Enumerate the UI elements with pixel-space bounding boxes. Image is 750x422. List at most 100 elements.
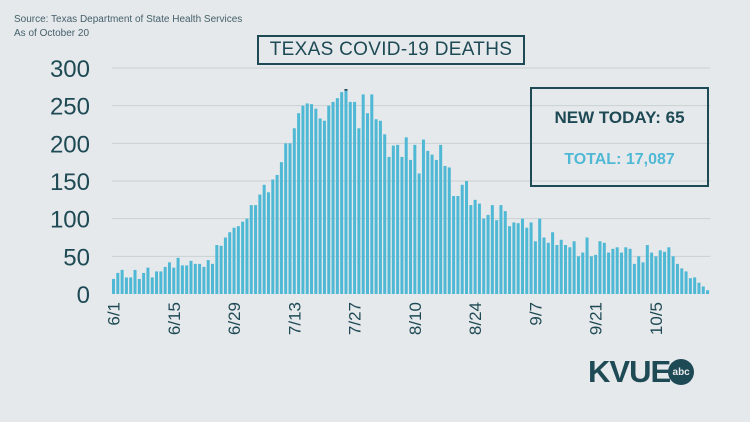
- y-tick-label: 250: [50, 94, 90, 121]
- source-note: Source: Texas Department of State Health…: [14, 14, 243, 25]
- bar: [120, 269, 124, 294]
- y-tick-label: 150: [50, 169, 90, 196]
- bar: [598, 241, 602, 294]
- bar: [417, 173, 421, 294]
- bar: [460, 184, 464, 294]
- bar: [585, 237, 589, 294]
- bar: [499, 205, 503, 294]
- bar: [344, 89, 348, 295]
- bar: [193, 263, 197, 294]
- bar: [301, 105, 305, 295]
- bar: [340, 92, 344, 295]
- bar: [632, 263, 636, 294]
- bar: [421, 139, 425, 294]
- y-axis: 0 50 100 150 200 250 300: [50, 56, 90, 309]
- bar: [167, 262, 171, 294]
- bar: [667, 247, 671, 294]
- bar: [465, 181, 469, 294]
- bar: [637, 256, 641, 294]
- bar: [503, 211, 507, 294]
- bar: [297, 113, 301, 294]
- bar: [331, 101, 335, 295]
- x-tick-label: 6/1: [105, 302, 124, 326]
- bar: [378, 120, 382, 294]
- total-stat: TOTAL: 17,087: [564, 151, 675, 168]
- x-tick-label: 9/7: [526, 302, 545, 326]
- bar: [619, 252, 623, 294]
- bar: [396, 144, 400, 294]
- bar: [288, 143, 292, 294]
- abc-badge: abc: [668, 359, 695, 385]
- bar: [215, 245, 219, 294]
- bar: [529, 222, 533, 294]
- logo-text: KVUE: [588, 354, 671, 389]
- bar: [520, 218, 524, 294]
- bar: [533, 241, 537, 294]
- bar: [387, 156, 391, 294]
- y-tick-label: 200: [50, 131, 90, 158]
- x-tick-label: 8/10: [406, 302, 425, 335]
- bar: [258, 194, 262, 294]
- bar: [383, 134, 387, 294]
- bar: [594, 254, 598, 294]
- bar: [413, 144, 417, 294]
- bar: [391, 145, 395, 294]
- bar: [223, 237, 227, 294]
- bar: [262, 184, 266, 294]
- bar: [404, 137, 408, 294]
- bar: [176, 257, 180, 294]
- bar: [370, 94, 374, 294]
- bar: [693, 277, 697, 294]
- bar: [202, 266, 206, 294]
- bar: [271, 179, 275, 294]
- bar: [658, 250, 662, 294]
- bar: [236, 226, 240, 294]
- bar: [701, 286, 705, 294]
- bar: [542, 237, 546, 294]
- x-tick-label: 7/27: [346, 302, 365, 335]
- bar: [314, 108, 318, 295]
- bar: [116, 272, 120, 294]
- bar: [434, 159, 438, 294]
- bar: [142, 272, 146, 294]
- bars: [112, 89, 710, 295]
- bar: [671, 256, 675, 294]
- bar: [348, 101, 352, 295]
- new-today-stat: NEW TODAY: 65: [554, 108, 685, 127]
- x-tick-label: 6/29: [225, 302, 244, 335]
- bar: [254, 205, 258, 294]
- bar: [512, 222, 516, 294]
- bar: [155, 271, 159, 294]
- x-tick-label: 8/24: [466, 302, 485, 335]
- bar: [335, 98, 339, 294]
- bar: [469, 205, 473, 294]
- x-axis: 6/1 6/15 6/29 7/13 7/27 8/10 8/24 9/7 9/21 10/5: [105, 302, 666, 335]
- bar: [409, 159, 413, 294]
- bar: [559, 239, 563, 294]
- y-tick-label: 0: [77, 282, 90, 309]
- bar: [684, 271, 688, 294]
- bar: [615, 247, 619, 294]
- bar: [697, 282, 701, 294]
- bar-update-segment: [344, 89, 348, 91]
- bar: [400, 156, 404, 294]
- bar: [146, 267, 150, 294]
- bar: [189, 260, 193, 294]
- bar: [185, 265, 189, 294]
- bar: [551, 232, 555, 294]
- bar: [430, 154, 434, 294]
- bar: [452, 196, 456, 294]
- bar: [589, 256, 593, 294]
- bar: [357, 128, 361, 294]
- bar: [232, 227, 236, 294]
- bar: [245, 218, 249, 294]
- bar: [318, 118, 322, 295]
- bar: [163, 266, 167, 294]
- bar: [663, 251, 667, 294]
- bar: [305, 103, 309, 294]
- bar: [292, 128, 296, 294]
- bar: [525, 227, 529, 294]
- bar: [490, 205, 494, 294]
- bar: [546, 242, 550, 294]
